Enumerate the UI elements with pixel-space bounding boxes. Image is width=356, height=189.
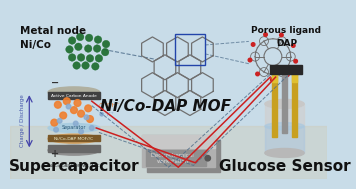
Text: Ni/Co-DAP MOF//C: Ni/Co-DAP MOF//C bbox=[54, 137, 94, 141]
Circle shape bbox=[73, 62, 80, 69]
Circle shape bbox=[77, 54, 85, 61]
Bar bbox=[265, 104, 304, 153]
Circle shape bbox=[57, 119, 62, 123]
Ellipse shape bbox=[48, 123, 100, 132]
Circle shape bbox=[54, 127, 58, 132]
Circle shape bbox=[264, 33, 267, 36]
Bar bbox=[142, 135, 215, 148]
Circle shape bbox=[63, 98, 70, 105]
Text: Ni/Co-DAP MOF//AC  ASC: Ni/Co-DAP MOF//AC ASC bbox=[49, 164, 99, 168]
Circle shape bbox=[248, 58, 252, 62]
Text: Porous ligand
DAP: Porous ligand DAP bbox=[251, 26, 321, 48]
Circle shape bbox=[87, 116, 93, 122]
Bar bbox=[175, 34, 205, 65]
Circle shape bbox=[84, 115, 89, 120]
Circle shape bbox=[205, 156, 210, 161]
Circle shape bbox=[82, 62, 89, 69]
Circle shape bbox=[54, 101, 61, 108]
Ellipse shape bbox=[265, 99, 304, 108]
Ellipse shape bbox=[265, 123, 304, 130]
Circle shape bbox=[93, 45, 101, 52]
Text: Metal node
Ni/Co: Metal node Ni/Co bbox=[20, 26, 87, 50]
Circle shape bbox=[102, 40, 110, 48]
Text: Ni/Co-DAP MOF: Ni/Co-DAP MOF bbox=[100, 99, 231, 114]
Circle shape bbox=[279, 33, 283, 37]
Text: ○ OH⁻: ○ OH⁻ bbox=[99, 103, 119, 108]
Circle shape bbox=[66, 104, 71, 109]
Circle shape bbox=[75, 43, 82, 50]
Circle shape bbox=[73, 121, 78, 126]
Circle shape bbox=[74, 100, 81, 106]
Circle shape bbox=[84, 45, 92, 52]
Circle shape bbox=[271, 78, 274, 82]
Bar bbox=[292, 73, 297, 82]
Bar bbox=[265, 126, 304, 153]
Bar bbox=[272, 73, 277, 137]
Circle shape bbox=[68, 54, 76, 61]
Bar bbox=[147, 139, 220, 172]
Circle shape bbox=[70, 107, 77, 114]
Circle shape bbox=[85, 105, 91, 112]
Circle shape bbox=[51, 119, 58, 126]
Text: Glucose Sensor: Glucose Sensor bbox=[219, 159, 350, 174]
Text: Separator: Separator bbox=[62, 125, 86, 130]
Bar bbox=[48, 135, 100, 141]
Circle shape bbox=[256, 72, 259, 76]
Circle shape bbox=[95, 55, 103, 62]
Circle shape bbox=[66, 46, 73, 53]
Ellipse shape bbox=[48, 134, 100, 143]
Circle shape bbox=[86, 55, 94, 62]
Text: ● K⁺: ● K⁺ bbox=[99, 112, 114, 116]
Text: +: + bbox=[51, 149, 59, 159]
Circle shape bbox=[294, 59, 297, 63]
Text: Charge / Discharge: Charge / Discharge bbox=[20, 94, 25, 147]
Circle shape bbox=[94, 36, 102, 43]
Circle shape bbox=[286, 73, 289, 77]
Circle shape bbox=[251, 43, 255, 46]
Bar bbox=[142, 135, 215, 167]
Bar bbox=[270, 66, 302, 74]
Circle shape bbox=[79, 129, 83, 134]
Bar bbox=[272, 73, 277, 82]
Bar bbox=[282, 73, 287, 133]
Text: −: − bbox=[51, 78, 59, 88]
Bar bbox=[10, 126, 328, 179]
Circle shape bbox=[101, 48, 109, 56]
Ellipse shape bbox=[265, 149, 304, 157]
Ellipse shape bbox=[48, 145, 100, 155]
Bar bbox=[48, 92, 100, 98]
Circle shape bbox=[77, 33, 84, 41]
Circle shape bbox=[60, 112, 67, 119]
Circle shape bbox=[78, 110, 84, 117]
Circle shape bbox=[85, 34, 93, 42]
Circle shape bbox=[68, 37, 76, 44]
Circle shape bbox=[292, 44, 295, 47]
Bar bbox=[48, 145, 100, 152]
Ellipse shape bbox=[48, 87, 100, 98]
Circle shape bbox=[91, 63, 99, 70]
Text: Active Carbon Anode: Active Carbon Anode bbox=[51, 94, 97, 98]
Circle shape bbox=[89, 126, 94, 130]
Bar bbox=[292, 73, 297, 137]
Bar bbox=[146, 149, 206, 166]
Text: Supercapacitor: Supercapacitor bbox=[9, 159, 139, 174]
Text: Electrochemical
workstation: Electrochemical workstation bbox=[151, 153, 194, 164]
